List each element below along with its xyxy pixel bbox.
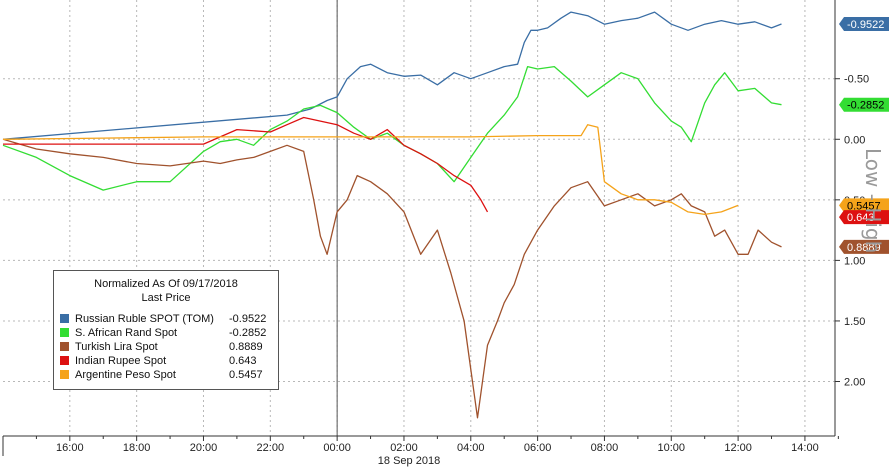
x-tick-label: 00:00 <box>323 442 351 454</box>
x-axis-date-label: 18 Sep 2018 <box>378 455 440 467</box>
series-line-argentine-peso-spot <box>2 124 739 216</box>
legend-swatch <box>60 328 69 337</box>
series-line-turkish-lira-spot <box>2 138 782 419</box>
badge-value: -0.2852 <box>847 100 884 112</box>
last-value-badge: 0.8889 <box>839 239 889 254</box>
legend-row-name: Turkish Lira Spot <box>75 340 158 353</box>
x-tick-label: 02:00 <box>390 442 418 454</box>
x-tick-label: 06:00 <box>524 442 552 454</box>
legend-row-value: 0.8889 <box>229 340 263 353</box>
legend-row: Turkish Lira Spot 0.8889 <box>60 340 263 353</box>
legend-swatch <box>60 370 69 379</box>
badge-value: 0.8889 <box>847 242 881 254</box>
y-tick-label: -0.50 <box>844 74 869 86</box>
legend-row: Argentine Peso Spot 0.5457 <box>60 368 263 381</box>
x-tick-label: 20:00 <box>190 442 218 454</box>
badge-value: -0.9522 <box>847 19 884 31</box>
last-value-badge: 0.643 <box>839 210 889 225</box>
legend-swatch <box>60 342 69 351</box>
badge-value: 0.643 <box>847 212 875 224</box>
grid-lines <box>3 0 835 436</box>
y-tick-label: 0.00 <box>844 134 865 146</box>
legend-row: Indian Rupee Spot 0.643 <box>60 354 257 367</box>
legend-row-name: Argentine Peso Spot <box>75 368 176 381</box>
x-tick-label: 10:00 <box>658 442 686 454</box>
series-line-s-african-rand-spot <box>2 65 782 191</box>
y-axis-side-label: Low - High <box>861 148 885 253</box>
legend-row: S. African Rand Spot -0.2852 <box>60 326 266 339</box>
x-tick-label: 14:00 <box>791 442 819 454</box>
legend-row-value: 0.643 <box>229 354 257 367</box>
last-value-badge: 0.5457 <box>839 198 889 213</box>
y-tick-label: 1.50 <box>844 316 865 328</box>
series-line-indian-rupee-spot <box>3 116 489 213</box>
legend-row-value: 0.5457 <box>229 368 263 381</box>
last-value-badge: -0.9522 <box>839 16 889 31</box>
legend-swatch <box>60 356 69 365</box>
legend-row-value: -0.9522 <box>229 312 267 325</box>
x-tick-label: 12:00 <box>724 442 752 454</box>
last-value-badge: -0.2852 <box>839 97 889 112</box>
legend-row-name: S. African Rand Spot <box>75 326 178 339</box>
legend-swatch <box>60 314 69 323</box>
legend-title: Normalized As Of 09/17/2018 <box>94 278 238 290</box>
series-group <box>2 11 782 419</box>
y-tick-label: 1.00 <box>844 255 865 267</box>
legend-subtitle: Last Price <box>141 292 191 304</box>
legend: Normalized As Of 09/17/2018 Last Price R… <box>53 270 279 390</box>
x-tick-label: 04:00 <box>457 442 485 454</box>
x-tick-label: 16:00 <box>56 442 84 454</box>
y-tick-label: 2.00 <box>844 377 865 389</box>
axes <box>2 0 836 456</box>
series-line-russian-ruble-spot-tom <box>2 11 782 140</box>
x-tick-label: 22:00 <box>257 442 285 454</box>
x-axis-ticks: 16:00 18:00 20:00 22:00 00:00 02:00 04:00 06:00… <box>35 436 839 454</box>
legend-row-name: Indian Rupee Spot <box>75 354 167 367</box>
legend-row-value: -0.2852 <box>229 326 267 339</box>
x-tick-label: 18:00 <box>123 442 151 454</box>
badge-value: 0.5457 <box>847 200 881 212</box>
legend-row-name: Russian Ruble SPOT (TOM) <box>75 312 214 325</box>
legend-row: Russian Ruble SPOT (TOM) -0.9522 <box>60 312 266 325</box>
x-tick-label: 08:00 <box>591 442 619 454</box>
y-axis-ticks: -0.500.000.501.001.502.00 <box>835 74 869 389</box>
